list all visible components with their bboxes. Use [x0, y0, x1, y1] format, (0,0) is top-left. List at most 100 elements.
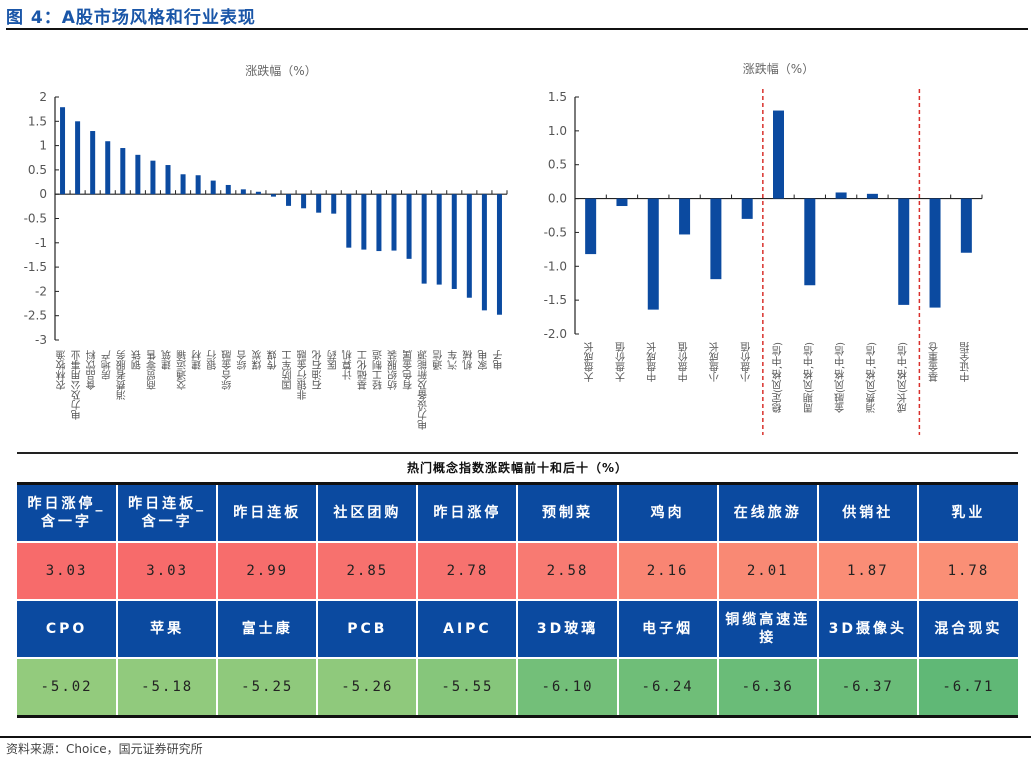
bar: [773, 110, 784, 199]
concept-value-cell: -5.55: [416, 657, 519, 717]
x-tick-label: 电力设备及新能源: [418, 349, 430, 431]
concept-value-cell: -6.37: [816, 657, 919, 717]
concept-name-cell: 苹果: [116, 599, 219, 659]
x-tick-label: 农林牧渔: [56, 349, 68, 391]
y-tick-label: -1.0: [544, 259, 567, 273]
x-tick-label: 计算机: [342, 349, 354, 381]
bar: [135, 154, 141, 195]
bar: [225, 184, 231, 195]
x-tick-label: 有色金属: [403, 349, 415, 391]
concept-value-cell: -5.18: [116, 657, 219, 717]
concept-value-cell: -6.71: [916, 657, 1018, 717]
x-tick-label: 煤炭: [252, 349, 264, 371]
bar: [195, 175, 201, 195]
concept-value-cell: -6.36: [716, 657, 819, 717]
bar: [679, 198, 691, 235]
bar: [210, 180, 216, 195]
concept-name-cell: 混合现实: [916, 599, 1018, 659]
concept-value-cell: -6.24: [616, 657, 719, 717]
x-tick-label: 商贸零售: [146, 349, 158, 391]
x-tick-label: 纺织服装: [388, 349, 400, 391]
bar: [150, 160, 156, 195]
x-tick-label: 传媒: [267, 349, 279, 370]
concept-value-cell: 2.85: [316, 541, 419, 601]
concept-value-cell: 3.03: [116, 541, 219, 601]
concept-name-cell: 富士康: [216, 599, 319, 659]
bar: [741, 198, 753, 219]
x-tick-label: 建筑: [162, 350, 174, 371]
bar: [361, 194, 367, 250]
concept-name-cell: 供销社: [816, 483, 919, 543]
y-tick-label: 1.5: [28, 114, 47, 128]
x-tick-label: 稳定(风格,中信): [772, 342, 784, 414]
top-names-row: 昨日涨停_含一字 昨日连板_含一字 昨日连板 社区团购 昨日涨停 预制菜 鸡肉 在线旅游 供销社…: [17, 483, 1018, 543]
concept-name-cell: AIPC: [416, 599, 519, 659]
top-values-row: 3.03 3.03 2.99 2.85 2.78 2.58 2.16 2.01 1.87 1.78: [17, 541, 1018, 601]
y-tick-label: -1.5: [24, 260, 47, 274]
x-tick-label: 医药: [327, 349, 339, 370]
bar: [866, 193, 878, 199]
industry-bar-chart: 涨跌幅（%） -3 -2.5 -2 -1.5 -1 -0.5 0 0.5 1 1.5 2 农林牧渔 电力及…: [24, 63, 508, 431]
x-tick-label: 交通运输: [177, 349, 189, 391]
concept-name-cell: 昨日连板: [216, 483, 319, 543]
x-tick-label: 电子: [493, 350, 505, 371]
concept-name-cell: 社区团购: [316, 483, 419, 543]
x-tick-label: 基础化工: [357, 350, 369, 391]
x-tick-label: 基金重仓: [929, 342, 941, 383]
x-tick-label: 银行: [207, 349, 219, 371]
y-tick-label: -2: [35, 284, 47, 298]
bar: [391, 194, 397, 251]
concept-name-cell: 3D摄像头: [816, 599, 919, 659]
x-tick-label: 轻工制造: [372, 350, 384, 391]
concept-name-cell: 在线旅游: [716, 483, 819, 543]
bar: [451, 194, 457, 289]
x-tick-label: 成长(风格,中信): [897, 342, 909, 413]
concept-name-cell: 3D玻璃: [516, 599, 619, 659]
bar: [647, 198, 659, 310]
figure-title: 图 4：A股市场风格和行业表现: [6, 8, 256, 28]
x-tick-label: 大盘价值: [615, 341, 627, 383]
concept-value-cell: 1.78: [916, 541, 1018, 601]
footer-rule: [0, 736, 1031, 738]
x-tick-label: 金融(风格,中信): [835, 342, 847, 414]
x-tick-label: 中盘成长: [647, 342, 659, 383]
concept-value-cell: -6.10: [516, 657, 619, 717]
chart-title: 涨跌幅（%）: [743, 61, 814, 76]
y-tick-label: 0: [39, 187, 47, 201]
y-tick-label: -2.5: [24, 309, 47, 323]
y-tick-label: -1: [35, 236, 47, 250]
x-tick-label: 消费者服务: [116, 349, 128, 401]
y-tick-label: 0.0: [548, 192, 567, 206]
bottom-values-row: -5.02 -5.18 -5.25 -5.26 -5.55 -6.10 -6.24 -6.36…: [17, 657, 1018, 717]
bar: [898, 198, 910, 305]
concept-value-cell: 2.78: [416, 541, 519, 601]
concept-name-cell: 乳业: [916, 483, 1018, 543]
bar: [90, 131, 96, 195]
concept-value-cell: 2.99: [216, 541, 319, 601]
bar: [585, 198, 597, 255]
y-tick-label: 1: [39, 139, 47, 153]
x-tick-label: 中证全指: [960, 341, 972, 383]
bar: [75, 121, 81, 195]
x-tick-label: 综合: [237, 349, 249, 371]
y-tick-label: 0.5: [28, 163, 47, 177]
x-tick-label: 综合金融: [222, 349, 234, 391]
title-rule: [6, 28, 1028, 30]
bar: [376, 194, 382, 252]
y-tick-label: 0.5: [548, 158, 567, 172]
concept-value-cell: 3.03: [17, 541, 119, 601]
x-tick-label: 国防军工: [282, 350, 294, 390]
y-tick-label: 1.5: [548, 90, 567, 104]
concept-value-cell: 2.16: [616, 541, 719, 601]
x-tick-label: 大盘成长: [584, 342, 596, 383]
x-tick-label: 小盘成长: [709, 342, 721, 382]
bar: [255, 191, 261, 195]
bar: [240, 189, 246, 195]
bar: [165, 165, 171, 195]
bar: [346, 194, 352, 248]
chart-title: 涨跌幅（%）: [245, 63, 316, 78]
x-tick-label: 房地产: [101, 349, 113, 381]
bar: [421, 194, 427, 284]
x-tick-label: 建材: [192, 350, 204, 371]
concept-name-cell: 铜缆高速连接: [716, 599, 819, 659]
